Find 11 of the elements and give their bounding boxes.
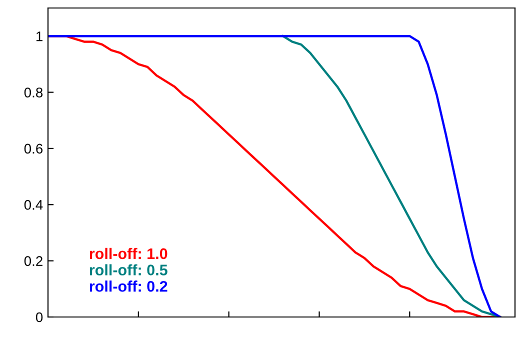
text: roll-off: 1.0 (90, 248, 168, 260)
y-tick-label: 0.6 (24, 144, 43, 154)
text: roll-off: 0.5 (90, 264, 168, 276)
y-tick-label: 0.2 (24, 256, 42, 266)
y-tick-label: 0 (36, 312, 43, 322)
line-series (282, 34, 502, 317)
line-series (48, 34, 502, 317)
text: roll-off: 0.2 (90, 280, 168, 292)
y-tick-label: 0.4 (24, 200, 43, 210)
y-tick-label: 1 (36, 32, 42, 42)
y-tick-label: 0.8 (24, 88, 43, 98)
